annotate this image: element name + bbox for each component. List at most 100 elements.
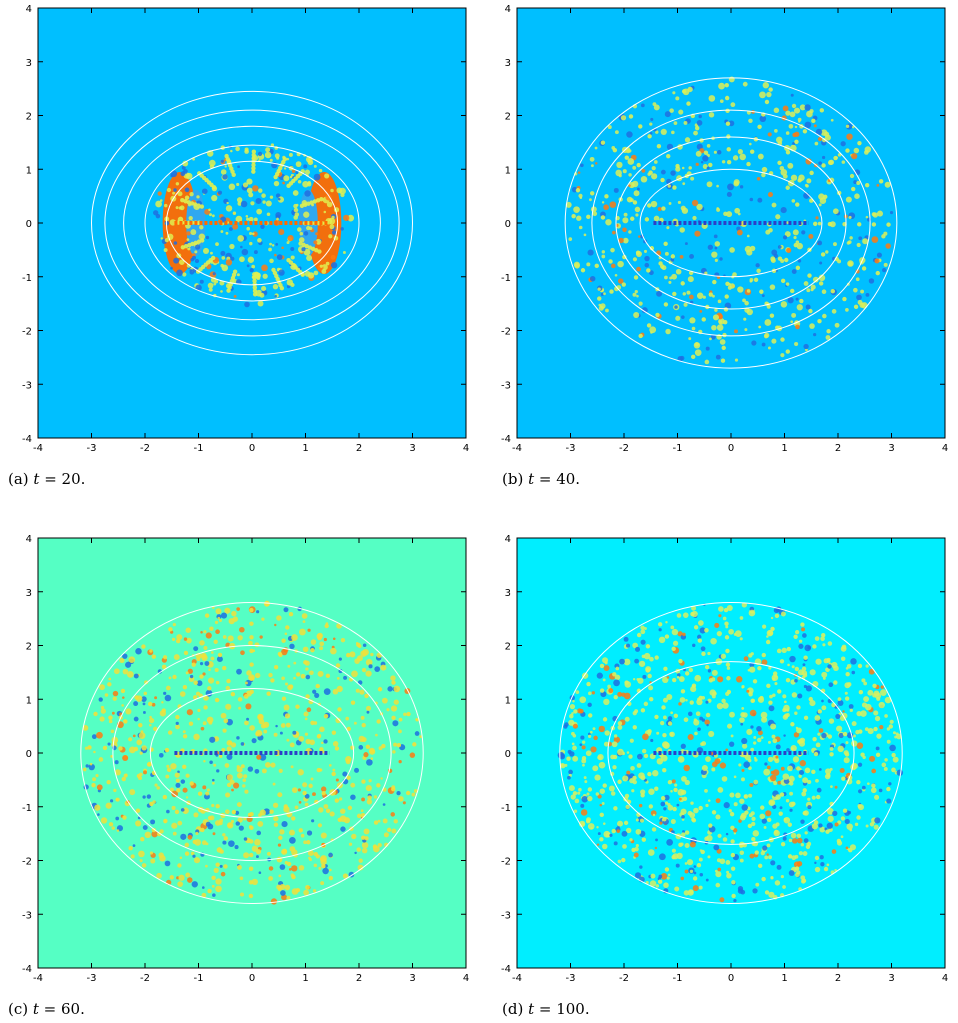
speck [232,616,239,622]
speck [325,261,330,266]
speck [356,813,362,819]
finger-dot [657,879,663,884]
speck [621,830,628,837]
speck [374,666,381,672]
speck [287,664,291,668]
finger-dot [664,867,670,872]
finger-dot [726,147,731,152]
finger-dot [391,715,396,720]
speck [790,93,794,97]
speck [149,851,154,855]
speck [707,651,711,656]
speck [236,802,242,807]
finger-dot [761,876,766,882]
speck [382,818,388,824]
speck [324,173,330,179]
y-tick-label: 3 [26,588,32,599]
speck [230,256,235,261]
finger-dot [118,746,123,751]
speck [386,708,390,712]
speck [235,215,243,223]
x-tick-label: 3 [409,973,415,984]
field-layer [557,602,904,904]
speck [633,852,639,858]
speck [226,746,232,752]
speck [581,795,588,803]
speck [789,791,794,796]
finger-dot [764,99,770,105]
finger-dot [662,733,667,738]
speck [250,201,255,206]
speck [338,797,343,801]
finger-dot [184,851,190,856]
y-tick-label: -2 [22,857,32,868]
finger-dot [666,153,671,159]
speck [681,166,685,170]
contour-line [564,77,898,369]
speck [623,212,628,217]
speck [784,231,791,238]
speck [175,206,179,210]
finger-dot [317,635,322,641]
speck [830,785,833,788]
speck [717,833,722,838]
speck [768,346,771,350]
finger-dot [783,713,789,718]
speck [373,795,378,799]
speck [689,317,696,324]
speck [596,826,599,829]
speck [705,712,711,718]
finger-dot [845,672,850,677]
finger-dot [700,849,705,855]
speck [630,765,635,771]
speck [378,746,383,751]
speck [216,656,223,663]
speck [864,727,869,732]
speck [208,208,211,211]
speck [794,854,799,859]
speck [581,745,586,750]
speck [698,885,703,890]
speck [695,711,701,717]
speck [641,748,647,754]
finger-dot [207,686,212,691]
finger-dot [310,720,315,726]
speck [215,885,222,893]
speck [725,748,729,752]
finger-dot [795,265,801,271]
speck [191,255,196,260]
speck [207,282,214,289]
finger-dot [695,125,700,131]
finger-dot [647,134,652,139]
speck [806,110,813,118]
speck [816,787,822,793]
finger-dot [785,185,790,190]
speck [256,208,263,215]
speck [276,615,282,621]
speck [261,617,265,621]
speck [290,282,295,288]
speck [820,636,825,642]
finger-dot [617,779,622,784]
speck [690,801,694,805]
finger-dot [214,697,220,703]
speck [728,76,735,83]
speck [671,628,679,636]
speck [773,107,780,114]
speck [635,828,642,835]
speck [85,764,89,768]
finger-dot [269,809,274,814]
speck [863,696,870,703]
speck [872,212,878,218]
speck [237,817,243,823]
speck [774,880,781,886]
speck [878,701,885,709]
speck [186,709,193,716]
finger-dot [356,642,361,648]
finger-dot [766,817,772,823]
speck [231,788,234,792]
x-tick-label: -2 [140,443,150,454]
speck [225,685,231,691]
speck [269,242,272,246]
speck [363,828,370,835]
